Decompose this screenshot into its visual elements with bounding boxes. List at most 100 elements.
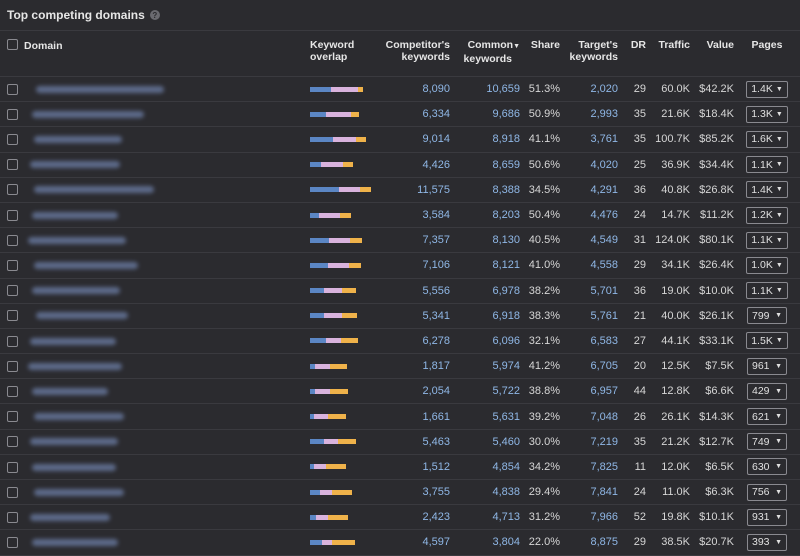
domain-link-redacted[interactable] bbox=[34, 488, 124, 496]
domain-link-redacted[interactable] bbox=[30, 161, 120, 169]
common-keywords-link[interactable]: 8,121 bbox=[450, 252, 520, 279]
domain-link-redacted[interactable] bbox=[30, 438, 118, 446]
row-checkbox[interactable] bbox=[7, 108, 18, 120]
common-keywords-link[interactable]: 5,460 bbox=[450, 429, 520, 455]
row-checkbox[interactable] bbox=[7, 184, 18, 196]
competitor-keywords-link[interactable]: 4,597 bbox=[380, 529, 450, 556]
domain-link-redacted[interactable] bbox=[36, 85, 164, 93]
target-keywords-link[interactable]: 2,020 bbox=[560, 76, 618, 103]
row-checkbox[interactable] bbox=[7, 511, 18, 523]
common-keywords-link[interactable]: 8,203 bbox=[450, 202, 520, 229]
competitor-keywords-link[interactable]: 6,334 bbox=[380, 101, 450, 128]
domain-link-redacted[interactable] bbox=[34, 262, 138, 269]
target-keywords-link[interactable]: 7,219 bbox=[560, 429, 618, 455]
target-keywords-link[interactable]: 7,825 bbox=[560, 454, 618, 481]
table-row[interactable]: 2,423 4,713 31.2% 7,966 52 19.8K $10.1K 931 ▼ bbox=[0, 504, 800, 531]
col-domain[interactable]: Domain bbox=[0, 31, 310, 77]
table-row[interactable]: 3,584 8,203 50.4% 4,476 24 14.7K $11.2K 1.2K ▼ bbox=[0, 202, 800, 229]
table-row[interactable]: 8,090 10,659 51.3% 2,020 29 60.0K $42.2K 1.4K ▼ bbox=[0, 76, 800, 103]
table-row[interactable]: 3,755 4,838 29.4% 7,841 24 11.0K $6.3K 756 ▼ bbox=[0, 479, 800, 506]
competitor-keywords-link[interactable]: 9,014 bbox=[380, 126, 450, 153]
competitor-keywords-link[interactable]: 4,426 bbox=[380, 152, 450, 178]
competitor-keywords-link[interactable]: 6,278 bbox=[380, 328, 450, 355]
col-competitor-keywords[interactable]: Competitor's keywords bbox=[380, 31, 450, 77]
pages-dropdown-button[interactable]: 749 ▼ bbox=[747, 433, 787, 451]
domain-link-redacted[interactable] bbox=[34, 136, 122, 144]
common-keywords-link[interactable]: 8,130 bbox=[450, 227, 520, 254]
target-keywords-link[interactable]: 4,549 bbox=[560, 227, 618, 254]
col-pages[interactable]: Pages bbox=[734, 31, 800, 77]
competitor-keywords-link[interactable]: 2,423 bbox=[380, 504, 450, 531]
pages-dropdown-button[interactable]: 1.0K ▼ bbox=[746, 256, 788, 274]
table-row[interactable]: 2,054 5,722 38.8% 6,957 44 12.8K $6.6K 429 ▼ bbox=[0, 378, 800, 405]
domain-link-redacted[interactable] bbox=[30, 337, 116, 345]
col-keyword-overlap[interactable]: Keyword overlap bbox=[310, 31, 380, 77]
competitor-keywords-link[interactable]: 2,054 bbox=[380, 378, 450, 405]
domain-link-redacted[interactable] bbox=[36, 312, 128, 320]
domain-link-redacted[interactable] bbox=[32, 387, 108, 395]
competitor-keywords-link[interactable]: 8,090 bbox=[380, 76, 450, 103]
row-checkbox[interactable] bbox=[7, 461, 18, 473]
row-checkbox[interactable] bbox=[7, 486, 18, 498]
common-keywords-link[interactable]: 10,659 bbox=[450, 76, 520, 103]
common-keywords-link[interactable]: 3,804 bbox=[450, 529, 520, 556]
row-checkbox[interactable] bbox=[7, 260, 18, 271]
col-target-keywords[interactable]: Target's keywords bbox=[560, 31, 618, 77]
pages-dropdown-button[interactable]: 931 ▼ bbox=[747, 508, 787, 526]
row-checkbox[interactable] bbox=[7, 209, 18, 221]
row-checkbox[interactable] bbox=[7, 310, 18, 322]
table-row[interactable]: 6,334 9,686 50.9% 2,993 35 21.6K $18.4K 1.3K ▼ bbox=[0, 101, 800, 128]
common-keywords-link[interactable]: 8,388 bbox=[450, 177, 520, 203]
competitor-keywords-link[interactable]: 3,755 bbox=[380, 479, 450, 506]
question-circle-icon[interactable]: ? bbox=[149, 10, 160, 20]
competitor-keywords-link[interactable]: 5,556 bbox=[380, 278, 450, 304]
table-row[interactable]: 7,106 8,121 41.0% 4,558 29 34.1K $26.4K 1.0K ▼ bbox=[0, 252, 800, 279]
domain-link-redacted[interactable] bbox=[32, 211, 118, 219]
col-traffic[interactable]: Traffic bbox=[646, 31, 690, 77]
table-row[interactable]: 5,556 6,978 38.2% 5,701 36 19.0K $10.0K 1.1K ▼ bbox=[0, 278, 800, 304]
target-keywords-link[interactable]: 7,966 bbox=[560, 504, 618, 531]
target-keywords-link[interactable]: 5,761 bbox=[560, 303, 618, 329]
row-checkbox[interactable] bbox=[7, 335, 18, 347]
table-row[interactable]: 7,357 8,130 40.5% 4,549 31 124.0K $80.1K 1.1K ▼ bbox=[0, 227, 800, 254]
domain-link-redacted[interactable] bbox=[32, 110, 144, 118]
table-row[interactable]: 1,512 4,854 34.2% 7,825 11 12.0K $6.5K 630 ▼ bbox=[0, 454, 800, 481]
table-row[interactable]: 11,575 8,388 34.5% 4,291 36 40.8K $26.8K 1.4K ▼ bbox=[0, 177, 800, 203]
table-row[interactable]: 5,463 5,460 30.0% 7,219 35 21.2K $12.7K 749 ▼ bbox=[0, 429, 800, 455]
table-row[interactable]: 5,341 6,918 38.3% 5,761 21 40.0K $26.1K 799 ▼ bbox=[0, 303, 800, 329]
target-keywords-link[interactable]: 4,291 bbox=[560, 177, 618, 203]
pages-dropdown-button[interactable]: 799 ▼ bbox=[747, 307, 787, 325]
domain-link-redacted[interactable] bbox=[34, 413, 124, 421]
domain-link-redacted[interactable] bbox=[32, 539, 118, 547]
domain-link-redacted[interactable] bbox=[28, 362, 122, 370]
common-keywords-link[interactable]: 6,096 bbox=[450, 328, 520, 355]
domain-link-redacted[interactable] bbox=[28, 236, 126, 244]
row-checkbox[interactable] bbox=[7, 83, 18, 95]
common-keywords-link[interactable]: 6,978 bbox=[450, 278, 520, 304]
row-checkbox[interactable] bbox=[7, 134, 18, 146]
common-keywords-link[interactable]: 4,838 bbox=[450, 479, 520, 506]
table-row[interactable]: 4,426 8,659 50.6% 4,020 25 36.9K $34.4K 1.1K ▼ bbox=[0, 152, 800, 178]
col-share[interactable]: Share bbox=[520, 31, 560, 77]
row-checkbox[interactable] bbox=[7, 360, 18, 372]
competitor-keywords-link[interactable]: 7,357 bbox=[380, 227, 450, 254]
pages-dropdown-button[interactable]: 756 ▼ bbox=[747, 483, 787, 501]
table-row[interactable]: 6,278 6,096 32.1% 6,583 27 44.1K $33.1K 1.5K ▼ bbox=[0, 328, 800, 355]
pages-dropdown-button[interactable]: 1.5K ▼ bbox=[746, 332, 788, 350]
pages-dropdown-button[interactable]: 621 ▼ bbox=[747, 408, 787, 426]
pages-dropdown-button[interactable]: 630 ▼ bbox=[747, 458, 787, 476]
target-keywords-link[interactable]: 4,020 bbox=[560, 152, 618, 178]
common-keywords-link[interactable]: 8,659 bbox=[450, 152, 520, 178]
pages-dropdown-button[interactable]: 1.1K ▼ bbox=[746, 156, 788, 174]
target-keywords-link[interactable]: 3,761 bbox=[560, 126, 618, 153]
competitor-keywords-link[interactable]: 1,661 bbox=[380, 403, 450, 430]
competitor-keywords-link[interactable]: 1,512 bbox=[380, 454, 450, 481]
competitor-keywords-link[interactable]: 1,817 bbox=[380, 353, 450, 380]
pages-dropdown-button[interactable]: 1.3K ▼ bbox=[746, 105, 788, 123]
target-keywords-link[interactable]: 6,957 bbox=[560, 378, 618, 405]
row-checkbox[interactable] bbox=[7, 159, 18, 171]
pages-dropdown-button[interactable]: 429 ▼ bbox=[747, 382, 787, 400]
select-all-checkbox[interactable] bbox=[7, 39, 18, 50]
pages-dropdown-button[interactable]: 1.6K ▼ bbox=[746, 130, 788, 148]
competitor-keywords-link[interactable]: 5,341 bbox=[380, 303, 450, 329]
